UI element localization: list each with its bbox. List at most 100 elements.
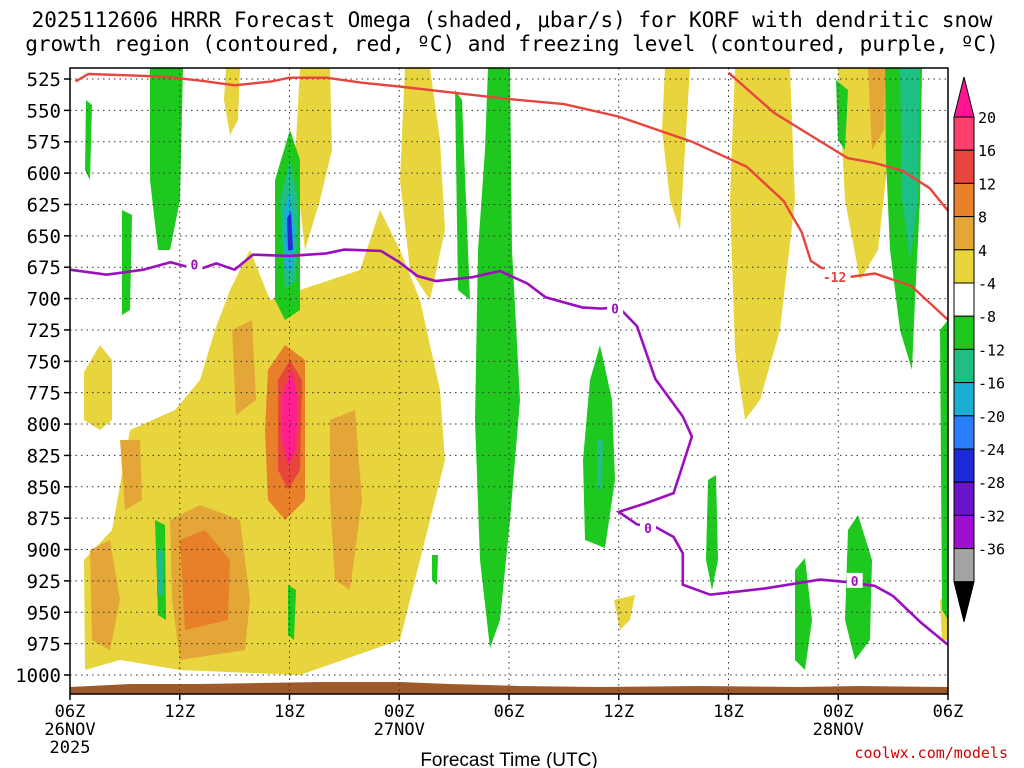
omega-blue-region [287,212,293,250]
colorbar-swatch [953,448,975,483]
omega-yellow-region [614,595,635,630]
omega-yellow-region [730,68,795,420]
colorbar-swatch [953,348,975,384]
colorbar-label: -8 [978,308,996,326]
colorbar-label: 8 [978,209,987,227]
colorbar-swatch [953,548,975,583]
x-tick-date: 28NOV [813,720,864,740]
freezing-level-label-bg [640,520,657,536]
x-tick-label: 06Z [933,702,964,722]
y-tick-label: 575 [27,132,61,154]
x-tick-label: 18Z [274,702,305,722]
y-tick-label: 700 [27,289,61,311]
x-axis-title: Forecast Time (UTC) [420,750,597,768]
y-tick-label: 1000 [15,665,61,687]
colorbar-label: -12 [978,341,1005,359]
omega-yellow-region [224,68,240,135]
colorbar-label: -20 [978,408,1005,426]
x-tick-label: 00Z [823,702,854,722]
omega-green-region [432,555,438,585]
omega-teal-region [157,550,163,595]
x-tick-label: 18Z [713,702,744,722]
y-tick-label: 725 [27,320,61,342]
y-tick-label: 900 [27,540,61,562]
x-tick-label: 12Z [164,702,195,722]
y-tick-label: 925 [27,571,61,593]
omega-yellow-region [295,68,332,250]
freezing-level-label-bg [186,256,203,272]
colorbar-label: 16 [978,142,996,160]
colorbar-label: -24 [978,441,1005,459]
colorbar-label: 12 [978,175,996,193]
omega-green-region [940,320,948,620]
y-tick-label: 975 [27,634,61,656]
y-tick-label: 625 [27,194,61,216]
omega-magenta-region [282,370,298,465]
omega-yellow-region [662,68,690,230]
dgz-contours [74,71,949,321]
y-tick-label: 825 [27,445,61,467]
y-tick-label: 600 [27,163,61,185]
terrain-strip [70,682,948,694]
omega-green-region [150,68,183,250]
omega-green-region [288,585,296,640]
omega-green-region [836,80,848,150]
x-tick-label: 06Z [494,702,525,722]
freezing-level-label-bg [846,572,863,588]
colorbar-swatch [953,415,975,450]
pressure-axis: 525 550 575 600 625 650 675 700 725 750 775 800 825 8… [15,69,70,687]
y-tick-label: 550 [27,100,61,122]
colorbar-swatch [953,382,975,417]
colorbar-label: 4 [978,242,987,260]
colorbar: 20 16 12 8 4 -4 -8 -12 -16 -20 -24 -28 -32 -36 [953,76,1005,622]
colorbar-label: -16 [978,375,1005,393]
colorbar-label: 20 [978,109,996,127]
colorbar-label: -36 [978,541,1005,559]
y-tick-label: 875 [27,508,61,530]
colorbar-label: -4 [978,275,996,293]
freezing-level-label: 0 [611,303,619,318]
x-tick-year: 2025 [50,738,91,758]
colorbar-swatch [953,481,975,516]
omega-teal-region [900,68,920,260]
dgz-contour-line [74,72,949,321]
omega-teal-region [597,440,603,490]
colorbar-swatch [953,249,975,284]
omega-green-region [706,475,718,590]
colorbar-label: -28 [978,474,1005,492]
y-tick-label: 525 [27,69,61,91]
colorbar-swatch [953,116,975,151]
x-tick-date: 26NOV [44,720,95,740]
chart-title-line1: 2025112606 HRRR Forecast Omega (shaded, … [31,8,993,32]
omega-green-region [475,68,520,648]
x-tick-date: 27NOV [374,720,425,740]
freezing-level-label: 0 [644,522,652,537]
freezing-level-label-bg [607,300,624,316]
y-tick-label: 675 [27,257,61,279]
y-tick-label: 650 [27,226,61,248]
omega-orange-region [90,540,120,650]
y-tick-label: 800 [27,414,61,436]
freezing-level-label: 0 [851,575,859,590]
omega-orange-region [330,410,362,590]
x-tick-label: 06Z [55,702,86,722]
omega-orange-region [120,440,142,510]
omega-orange-region [232,320,256,415]
dgz-contour-label: -12 [823,271,846,286]
colorbar-swatch [953,149,975,184]
colorbar-label: -32 [978,507,1005,525]
colorbar-swatch [953,216,975,251]
y-tick-label: 775 [27,383,61,405]
credit-url[interactable]: coolwx.com/models [854,744,1008,762]
colorbar-swatch [953,282,975,317]
dgz-label-bg [818,269,851,285]
contour-labels: 0 0 0 0 -12 [186,256,863,590]
omega-green-region [85,100,92,180]
y-tick-label: 950 [27,602,61,624]
y-tick-label: 750 [27,351,61,373]
colorbar-top-arrow [953,76,975,118]
omega-orange-region [868,68,885,150]
colorbar-swatch [953,315,975,350]
